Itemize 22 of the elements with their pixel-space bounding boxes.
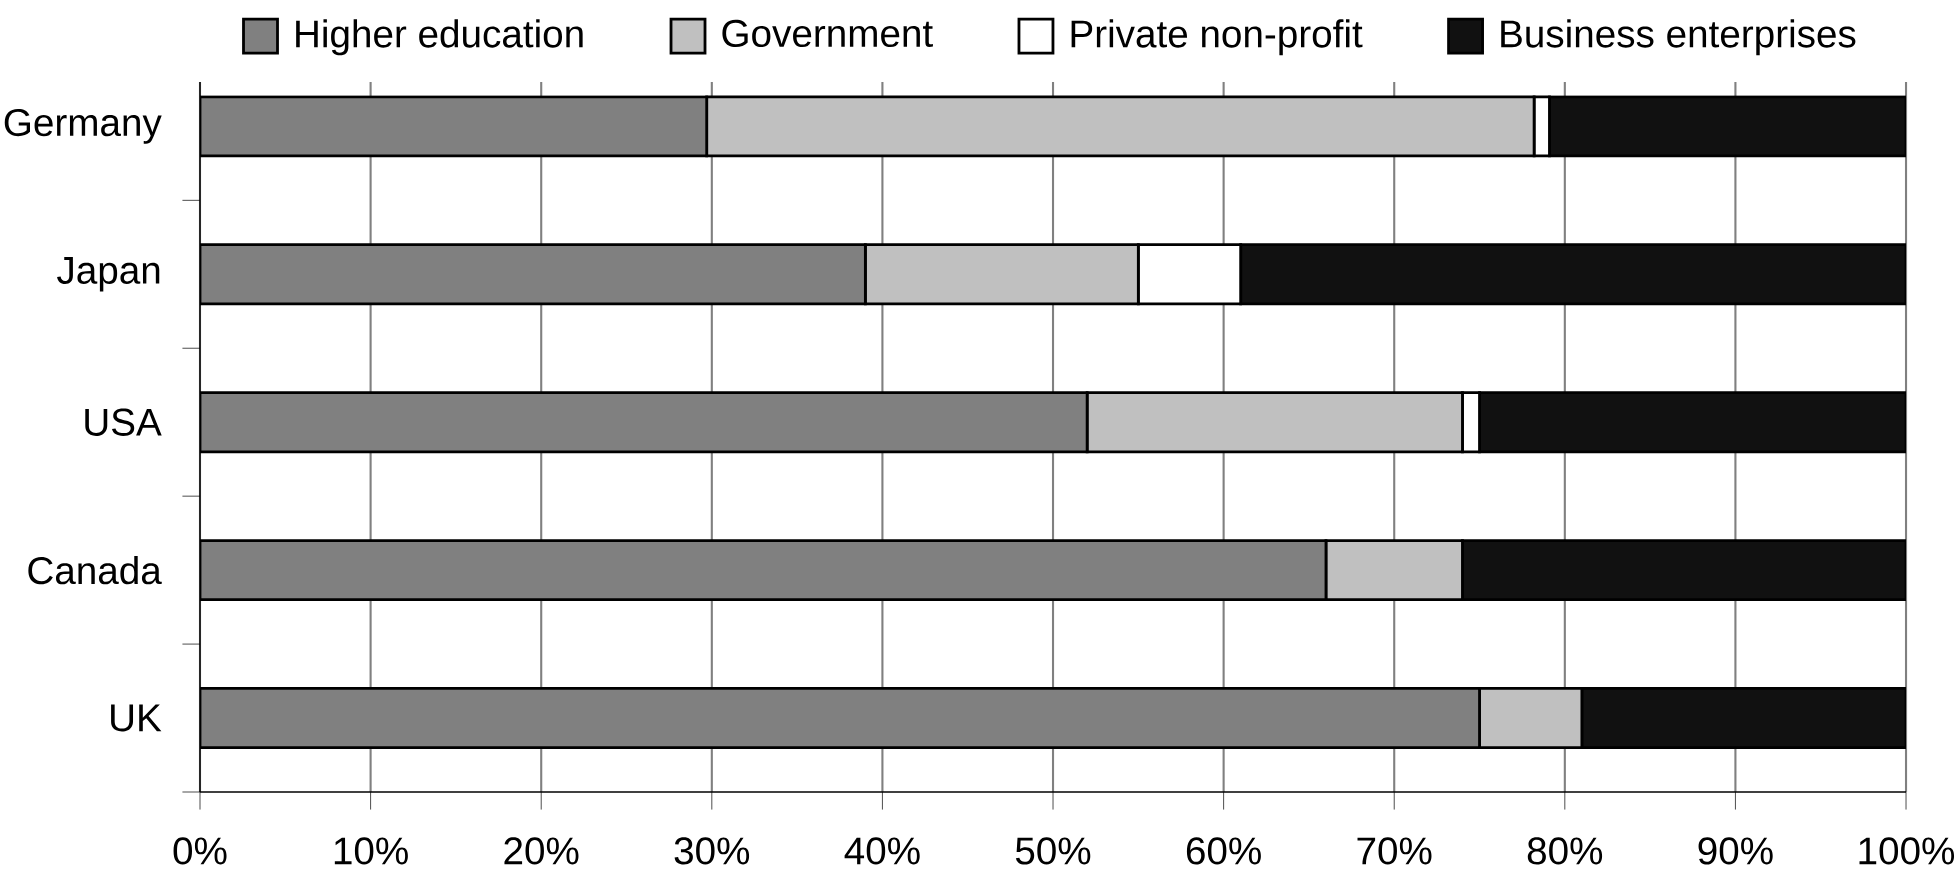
y-tick-label: UK <box>111 704 162 732</box>
x-tick-label: 80% <box>1527 837 1603 865</box>
x-tick-label: 70% <box>1357 837 1432 865</box>
x-tick-label: 50% <box>1015 837 1091 865</box>
x-tick-label: 60% <box>1186 837 1261 865</box>
bar <box>1324 539 1464 602</box>
legend-label: Government <box>722 19 933 48</box>
legend-label: Higher education <box>296 19 583 56</box>
x-tick-label: 40% <box>844 837 920 865</box>
legend-label: Private non-profit <box>1071 19 1363 56</box>
x-tick-label: 10% <box>334 837 408 865</box>
y-tick-label: Japan <box>57 257 160 292</box>
x-tick-label: 90% <box>1698 837 1773 865</box>
x-tick-label: 0% <box>173 837 227 865</box>
legend-label: Business enterprises <box>1501 19 1856 56</box>
y-tick-label: USA <box>85 408 162 436</box>
x-tick-label: 30% <box>674 837 750 865</box>
bar <box>1548 95 1907 158</box>
x-tick-label: 100% <box>1859 837 1955 865</box>
y-tick-label: Germany <box>4 108 162 144</box>
y-tick-label: Canada <box>28 555 162 585</box>
x-tick-label: 20% <box>504 837 579 865</box>
